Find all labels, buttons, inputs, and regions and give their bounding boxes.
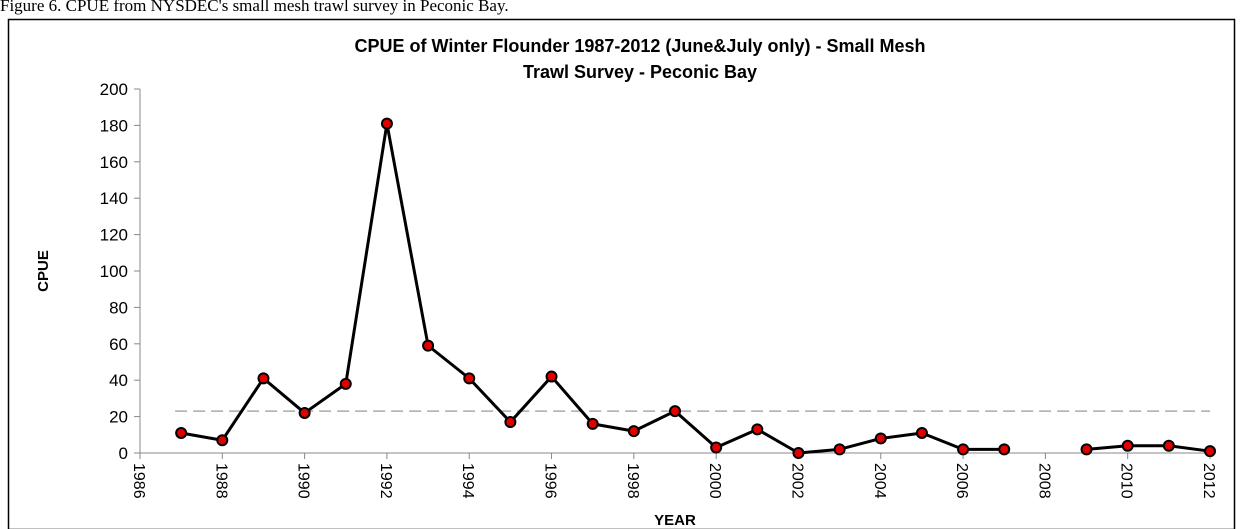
- y-tick-label: 20: [109, 408, 128, 427]
- data-point: [298, 406, 311, 419]
- x-tick-label: 1996: [542, 463, 559, 499]
- data-point: [586, 417, 599, 430]
- data-point: [422, 339, 435, 352]
- x-tick-label: 1988: [212, 463, 229, 499]
- data-point: [1121, 439, 1134, 452]
- data-point: [339, 377, 352, 390]
- data-point: [710, 441, 723, 454]
- y-tick-label: 40: [109, 371, 128, 390]
- plot-area: 0 20 40 60 80 100 120 140 160 180 200 1986 1988 1990 1…: [100, 80, 1217, 499]
- y-tick-label: 180: [100, 116, 128, 135]
- chart-frame: [7, 18, 1236, 529]
- figure-caption: Figure 6. CPUE from NYSDEC's small mesh …: [0, 0, 509, 15]
- y-tick-label: 200: [100, 80, 128, 99]
- data-point: [257, 372, 270, 385]
- data-point: [175, 426, 188, 439]
- y-tick-label: 80: [109, 298, 128, 317]
- data-point: [833, 443, 846, 456]
- y-tick-label: 60: [109, 335, 128, 354]
- data-point: [669, 405, 681, 418]
- data-point: [1204, 445, 1216, 458]
- data-point: [216, 434, 229, 447]
- data-point: [957, 443, 970, 456]
- data-point: [504, 416, 517, 429]
- data-point: [751, 423, 764, 436]
- data-point: [545, 370, 558, 383]
- y-tick-label: 0: [119, 444, 128, 463]
- x-tick-label: 2008: [1035, 463, 1052, 499]
- data-point: [998, 443, 1011, 456]
- x-tick-label: 2002: [788, 463, 805, 499]
- y-tick-label: 120: [100, 226, 128, 245]
- data-point: [627, 425, 640, 438]
- x-tick-label: 1994: [459, 463, 476, 499]
- x-tick-label: 2004: [871, 463, 888, 499]
- data-point: [380, 117, 393, 130]
- x-tick-label: 2012: [1200, 463, 1217, 499]
- chart-title: Trawl Survey - Peconic Bay: [523, 62, 757, 82]
- data-point: [792, 447, 805, 459]
- y-tick-label: 100: [100, 262, 128, 281]
- data-point: [874, 432, 887, 445]
- x-tick-label: 1986: [130, 463, 147, 499]
- y-tick-label: 140: [100, 189, 128, 208]
- data-point: [463, 372, 476, 385]
- data-point: [1162, 439, 1175, 452]
- x-tick-label: 2010: [1118, 463, 1135, 499]
- x-tick-label: 1992: [377, 463, 394, 499]
- y-tick-label: 160: [100, 153, 128, 172]
- x-tick-label: 1990: [295, 463, 312, 499]
- y-axis-label: CPUE: [35, 250, 52, 292]
- x-tick-label: 2000: [706, 463, 723, 499]
- data-point: [915, 426, 928, 439]
- x-tick-label: 2006: [953, 463, 970, 499]
- data-point: [1080, 443, 1093, 456]
- x-tick-label: 1998: [624, 463, 641, 499]
- chart-title: CPUE of Winter Flounder 1987-2012 (June&…: [355, 36, 926, 56]
- x-axis-label: YEAR: [654, 512, 696, 529]
